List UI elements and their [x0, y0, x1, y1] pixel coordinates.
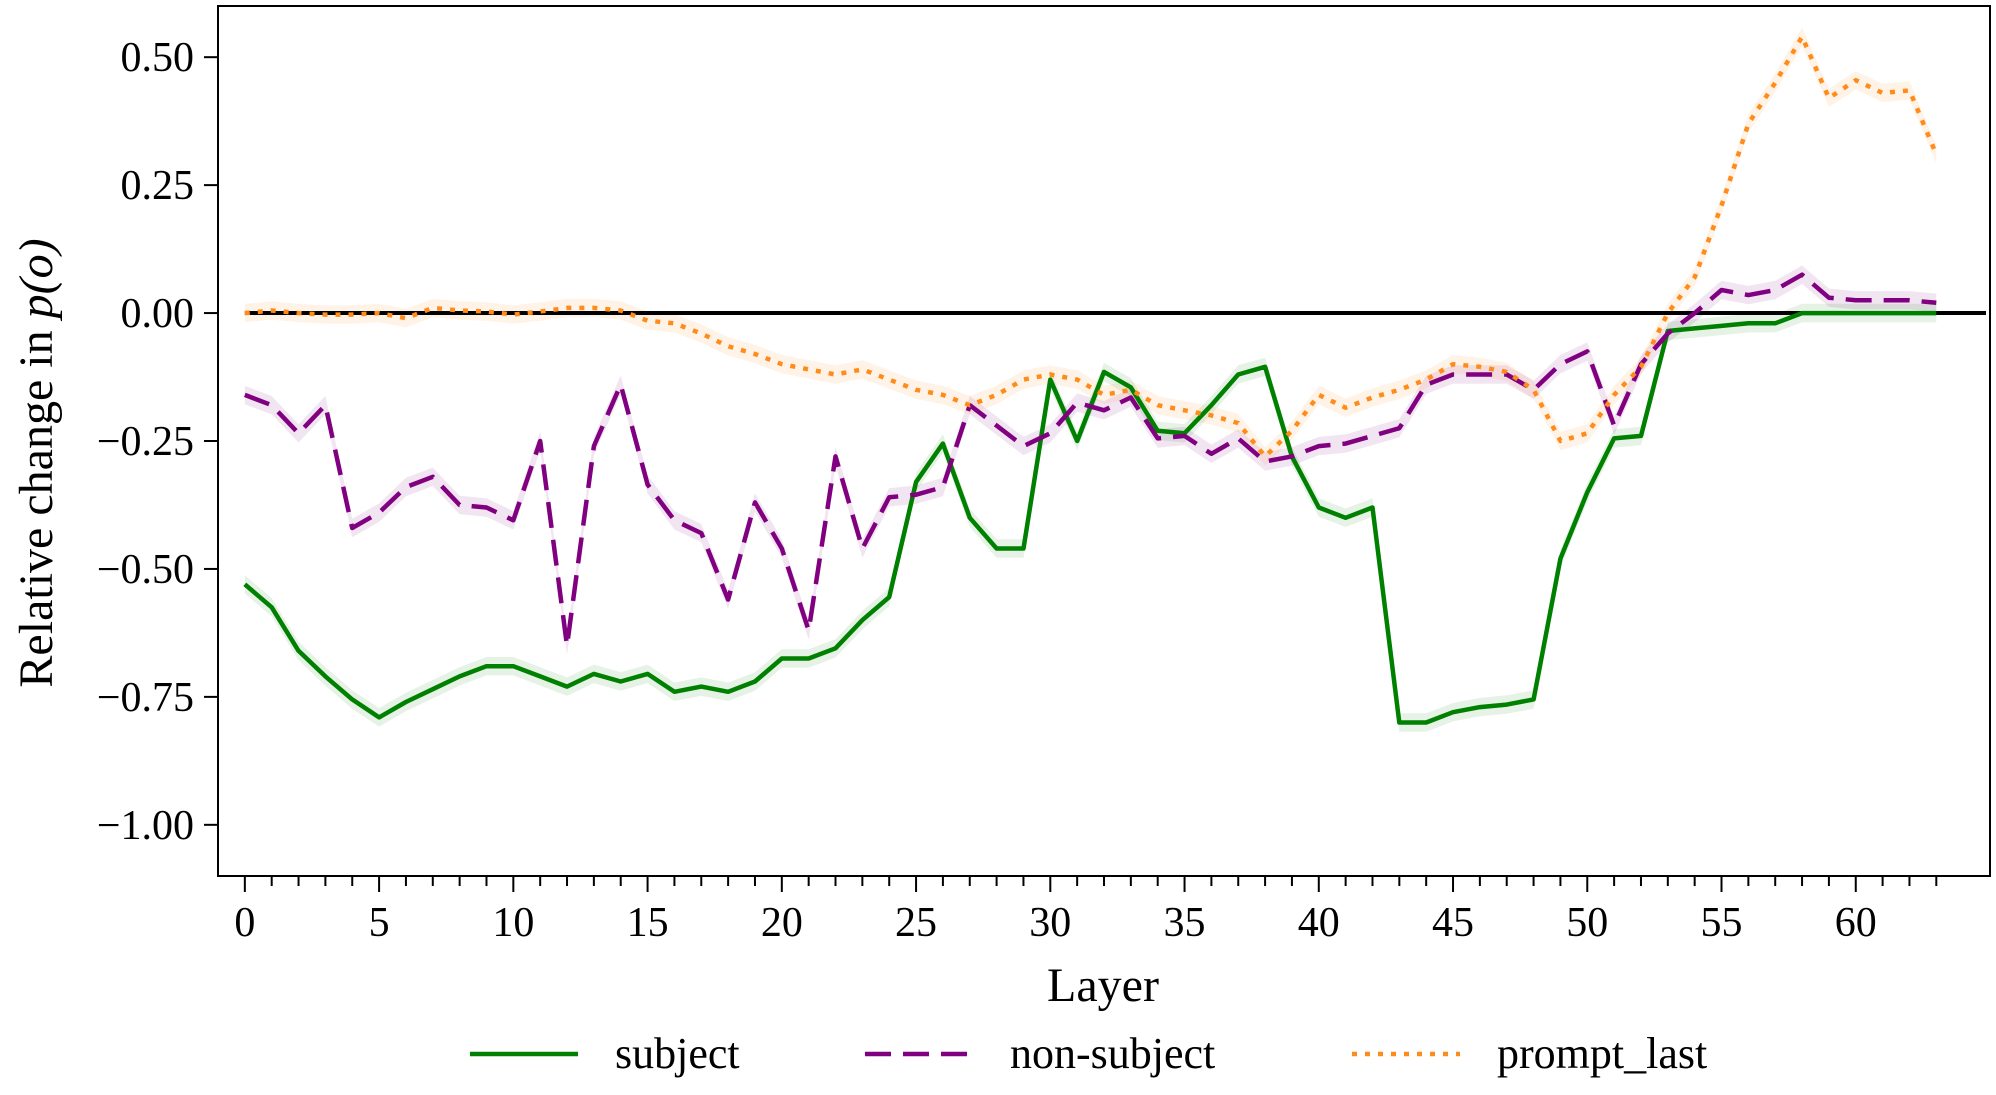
y-tick-label: −0.25 — [97, 419, 194, 465]
x-tick-label: 50 — [1566, 900, 1608, 946]
x-tick-label: 0 — [234, 900, 255, 946]
y-tick-label: −0.50 — [97, 547, 194, 593]
x-tick-label: 45 — [1432, 900, 1474, 946]
legend-label-subject: subject — [615, 1029, 740, 1078]
x-tick-label: 55 — [1701, 900, 1743, 946]
series-line-prompt_last — [244, 34, 1939, 459]
x-tick-label: 30 — [1029, 900, 1071, 946]
legend-item-non-subject: non-subject — [865, 1029, 1215, 1078]
legend-item-subject: subject — [470, 1029, 740, 1078]
y-tick-label: −0.75 — [97, 675, 194, 721]
legend-label-prompt_last: prompt_last — [1497, 1029, 1707, 1078]
y-tick-label: 0.50 — [121, 35, 195, 81]
y-tick-label: 0.25 — [121, 163, 195, 209]
plot-frame — [217, 5, 1991, 877]
x-tick-label: 15 — [627, 900, 669, 946]
x-tick-label: 5 — [369, 900, 390, 946]
y-tick-label: 0.00 — [121, 291, 195, 337]
legend-label-non-subject: non-subject — [1010, 1029, 1215, 1078]
x-tick-label: 20 — [761, 900, 803, 946]
legend-item-prompt_last: prompt_last — [1352, 1029, 1707, 1078]
x-tick-label: 40 — [1298, 900, 1340, 946]
y-axis-title-math: p(o) — [10, 238, 63, 321]
legend: subject non-subject prompt_last — [470, 1029, 1707, 1078]
y-axis-title: Relative change in p(o) — [10, 238, 63, 687]
y-axis-title-text: Relative change in — [10, 318, 63, 687]
x-tick-label: 10 — [492, 900, 534, 946]
x-tick-label: 25 — [895, 900, 937, 946]
x-tick-label: 60 — [1835, 900, 1877, 946]
axes-layer: 0 5 10 15 20 25 30 35 40 45 50 55 60 0.50 0.25 0.00 −0.2… — [97, 5, 1991, 946]
x-tick-label: 35 — [1164, 900, 1206, 946]
y-tick-label: −1.00 — [97, 803, 194, 849]
plot-area — [243, 27, 1986, 732]
series-line-non-subject — [243, 272, 1937, 648]
plot-layer — [243, 27, 1986, 732]
x-axis-title: Layer — [1047, 959, 1159, 1012]
